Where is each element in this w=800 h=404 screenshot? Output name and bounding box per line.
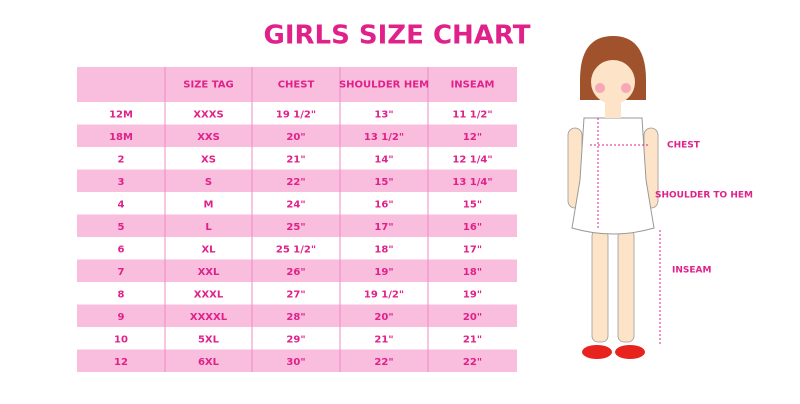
cell: 12 bbox=[114, 357, 128, 368]
cell: 17" bbox=[374, 222, 393, 233]
cell: 18M bbox=[109, 132, 133, 143]
cell: XL bbox=[201, 244, 216, 255]
row-band bbox=[77, 259, 517, 282]
cell: 21" bbox=[463, 334, 482, 345]
row-band bbox=[77, 214, 517, 237]
cell: 25" bbox=[286, 222, 305, 233]
cell: L bbox=[205, 222, 212, 233]
cell: 20" bbox=[463, 312, 482, 323]
cell: 10 bbox=[114, 334, 128, 345]
cell: 25 1/2" bbox=[276, 244, 316, 255]
cell: 20" bbox=[286, 132, 305, 143]
cell: 18" bbox=[463, 267, 482, 278]
cell: 3 bbox=[118, 177, 125, 188]
cell: 5 bbox=[118, 222, 125, 233]
title: GIRLS SIZE CHART bbox=[264, 21, 531, 51]
cell: 19 1/2" bbox=[364, 289, 404, 300]
cell: 12 1/4" bbox=[452, 154, 492, 165]
cell: 21" bbox=[286, 154, 305, 165]
cell: M bbox=[204, 199, 214, 210]
cell: 18" bbox=[374, 244, 393, 255]
cell: 15" bbox=[463, 199, 482, 210]
cell: 15" bbox=[374, 177, 393, 188]
label-shoulder: SHOULDER TO HEM bbox=[655, 191, 753, 201]
cell: 17" bbox=[463, 244, 482, 255]
cell: 16" bbox=[463, 222, 482, 233]
cell: 9 bbox=[118, 312, 125, 323]
row-band bbox=[77, 304, 517, 327]
cell: 22" bbox=[374, 357, 393, 368]
header-cell: SHOULDER HEM bbox=[339, 80, 429, 91]
cell: 8 bbox=[118, 289, 125, 300]
cell: 12M bbox=[109, 109, 133, 120]
girl-figure bbox=[567, 36, 661, 359]
cell: XXXL bbox=[194, 289, 224, 300]
cell: 20" bbox=[374, 312, 393, 323]
cell: 12" bbox=[463, 132, 482, 143]
cell: 2 bbox=[118, 154, 125, 165]
table: 12M XXXS 19 1/2" 13" 11 1/2"18M XXS 20" 13 1/2"… bbox=[77, 67, 517, 372]
header-cell: INSEAM bbox=[451, 80, 495, 91]
cell: 13" bbox=[374, 109, 393, 120]
cell: 27" bbox=[286, 289, 305, 300]
cell: 24" bbox=[286, 199, 305, 210]
row-band bbox=[77, 124, 517, 147]
label-chest: CHEST bbox=[667, 141, 701, 151]
cell: XXXS bbox=[193, 109, 223, 120]
cell: 14" bbox=[374, 154, 393, 165]
cell: 13 1/2" bbox=[364, 132, 404, 143]
cell: 22" bbox=[463, 357, 482, 368]
row-band bbox=[77, 349, 517, 372]
cell: 11 1/2" bbox=[452, 109, 492, 120]
cell: 29" bbox=[286, 334, 305, 345]
cell: 19" bbox=[463, 289, 482, 300]
cell: 21" bbox=[374, 334, 393, 345]
header-cell: CHEST bbox=[278, 80, 315, 91]
cell: 26" bbox=[286, 267, 305, 278]
cell: XXS bbox=[197, 132, 220, 143]
cell: S bbox=[205, 177, 212, 188]
header-cell: SIZE TAG bbox=[183, 80, 233, 91]
cell: 22" bbox=[286, 177, 305, 188]
row-band bbox=[77, 169, 517, 192]
header-row bbox=[77, 67, 517, 102]
cell: 19 1/2" bbox=[276, 109, 316, 120]
cell: 7 bbox=[118, 267, 125, 278]
cell: XS bbox=[201, 154, 216, 165]
cell: 13 1/4" bbox=[452, 177, 492, 188]
cell: 5XL bbox=[198, 334, 220, 345]
cell: 28" bbox=[286, 312, 305, 323]
cell: 30" bbox=[286, 357, 305, 368]
cell: XXL bbox=[198, 267, 220, 278]
cell: 19" bbox=[374, 267, 393, 278]
cell: 6XL bbox=[198, 357, 220, 368]
label-inseam: INSEAM bbox=[672, 266, 711, 276]
cell: 6 bbox=[118, 244, 125, 255]
cell: 16" bbox=[374, 199, 393, 210]
cell: 4 bbox=[118, 199, 125, 210]
cell: XXXXL bbox=[190, 312, 228, 323]
